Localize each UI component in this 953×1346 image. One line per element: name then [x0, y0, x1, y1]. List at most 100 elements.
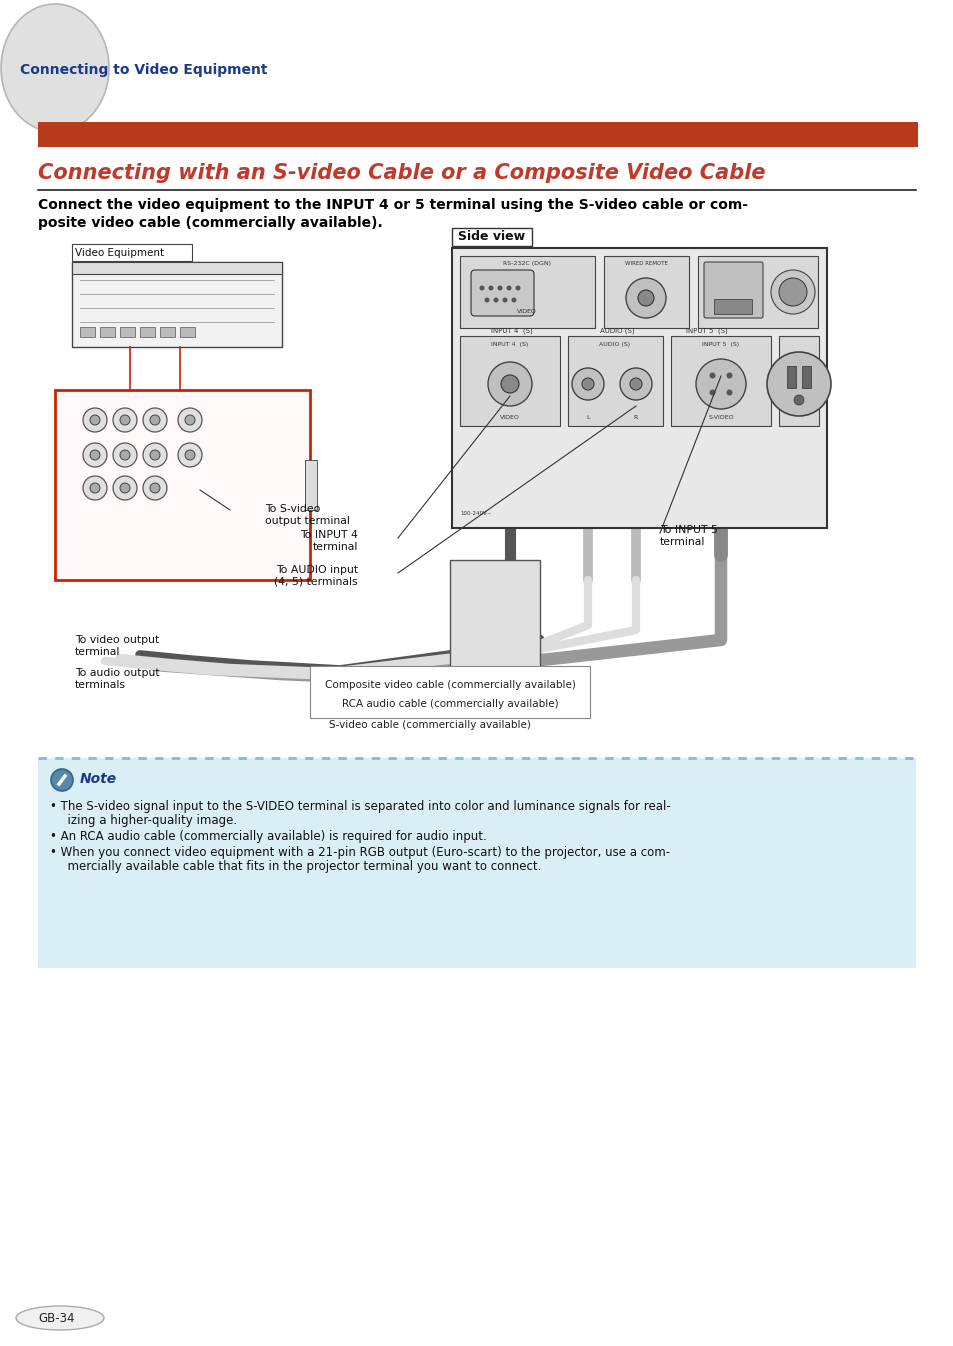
Circle shape: [572, 367, 603, 400]
Bar: [459, 256, 595, 328]
Bar: [71, 262, 282, 347]
Bar: [140, 327, 154, 336]
Text: izing a higher-quality image.: izing a higher-quality image.: [60, 814, 237, 826]
Text: INPUT 4  (S): INPUT 4 (S): [491, 327, 533, 334]
Circle shape: [90, 415, 100, 425]
Circle shape: [112, 443, 137, 467]
Bar: [713, 299, 751, 314]
Text: posite video cable (commercially available).: posite video cable (commercially availab…: [38, 215, 382, 230]
Circle shape: [515, 285, 520, 291]
Circle shape: [502, 297, 507, 303]
Text: 100-240V~: 100-240V~: [459, 511, 491, 516]
Circle shape: [629, 378, 641, 390]
Circle shape: [619, 367, 651, 400]
Text: To AUDIO input
(4, 5) terminals: To AUDIO input (4, 5) terminals: [274, 565, 357, 587]
Text: AUDIO (S): AUDIO (S): [598, 342, 630, 347]
Text: Connecting to Video Equipment: Connecting to Video Equipment: [20, 63, 267, 77]
Bar: [38, 758, 915, 968]
Bar: [603, 256, 688, 328]
Circle shape: [484, 297, 489, 303]
Bar: [305, 460, 316, 510]
Circle shape: [185, 450, 194, 460]
Text: S-video cable (commercially available): S-video cable (commercially available): [329, 720, 531, 730]
Circle shape: [479, 285, 484, 291]
Circle shape: [497, 285, 502, 291]
Text: Video Equipment: Video Equipment: [75, 248, 164, 257]
Bar: [459, 336, 559, 425]
Ellipse shape: [16, 1306, 104, 1330]
Circle shape: [696, 359, 745, 409]
Text: To INPUT 4
terminal: To INPUT 4 terminal: [300, 530, 357, 552]
Circle shape: [726, 373, 732, 378]
Circle shape: [506, 285, 511, 291]
Circle shape: [779, 279, 806, 306]
Text: S-VIDEO: S-VIDEO: [707, 415, 733, 420]
Circle shape: [143, 443, 167, 467]
Text: To S-video
output terminal: To S-video output terminal: [265, 503, 350, 525]
Circle shape: [120, 415, 130, 425]
Bar: [120, 327, 135, 336]
Circle shape: [770, 271, 814, 314]
Circle shape: [488, 362, 532, 406]
Circle shape: [143, 476, 167, 499]
Text: AUDIO (S): AUDIO (S): [599, 327, 634, 334]
Text: Connecting with an S-video Cable or a Composite Video Cable: Connecting with an S-video Cable or a Co…: [38, 163, 764, 183]
Circle shape: [143, 408, 167, 432]
Ellipse shape: [1, 4, 109, 132]
Circle shape: [726, 389, 732, 396]
Circle shape: [51, 769, 73, 791]
Text: VIDEO: VIDEO: [499, 415, 519, 420]
Circle shape: [120, 483, 130, 493]
Bar: [310, 666, 589, 717]
Text: mercially available cable that fits in the projector terminal you want to connec: mercially available cable that fits in t…: [60, 860, 540, 874]
Bar: [452, 227, 532, 246]
Bar: [779, 336, 818, 425]
Text: • The S-video signal input to the S-VIDEO terminal is separated into color and l: • The S-video signal input to the S-VIDE…: [50, 800, 670, 813]
Circle shape: [120, 450, 130, 460]
Text: VIDEO: VIDEO: [517, 310, 537, 314]
FancyBboxPatch shape: [703, 262, 762, 318]
Bar: [80, 327, 95, 336]
Bar: [450, 560, 539, 674]
Circle shape: [493, 297, 498, 303]
Bar: [71, 244, 192, 261]
Text: To INPUT 5
terminal: To INPUT 5 terminal: [659, 525, 717, 546]
Text: Connect the video equipment to the INPUT 4 or 5 terminal using the S-video cable: Connect the video equipment to the INPUT…: [38, 198, 747, 213]
Circle shape: [488, 285, 493, 291]
FancyBboxPatch shape: [471, 271, 534, 316]
Circle shape: [709, 373, 715, 378]
Circle shape: [500, 376, 518, 393]
Text: To video output
terminal: To video output terminal: [75, 635, 159, 657]
Bar: [55, 390, 310, 580]
Circle shape: [150, 450, 160, 460]
Circle shape: [178, 408, 202, 432]
Circle shape: [112, 408, 137, 432]
Text: Composite video cable (commercially available): Composite video cable (commercially avai…: [324, 680, 575, 690]
Circle shape: [83, 443, 107, 467]
Circle shape: [83, 408, 107, 432]
Text: INPUT 5  (S): INPUT 5 (S): [701, 342, 739, 347]
Circle shape: [83, 476, 107, 499]
Text: RS-232C (DGN): RS-232C (DGN): [502, 261, 551, 267]
Text: L: L: [586, 415, 589, 420]
Circle shape: [112, 476, 137, 499]
Text: • When you connect video equipment with a 21-pin RGB output (Euro-scart) to the : • When you connect video equipment with …: [50, 847, 669, 859]
Circle shape: [581, 378, 594, 390]
Circle shape: [638, 289, 654, 306]
Text: RCA audio cable (commercially available): RCA audio cable (commercially available): [341, 699, 558, 709]
Bar: [786, 366, 795, 388]
Text: • An RCA audio cable (commercially available) is required for audio input.: • An RCA audio cable (commercially avail…: [50, 830, 486, 843]
Circle shape: [709, 389, 715, 396]
Circle shape: [178, 443, 202, 467]
Text: R: R: [633, 415, 638, 420]
Bar: [71, 262, 282, 275]
Circle shape: [185, 415, 194, 425]
Circle shape: [625, 279, 665, 318]
Bar: [100, 327, 115, 336]
Circle shape: [90, 450, 100, 460]
Bar: [160, 327, 174, 336]
Text: INPUT 4  (S): INPUT 4 (S): [491, 342, 528, 347]
Bar: [38, 122, 917, 147]
Circle shape: [150, 415, 160, 425]
Circle shape: [793, 394, 803, 405]
